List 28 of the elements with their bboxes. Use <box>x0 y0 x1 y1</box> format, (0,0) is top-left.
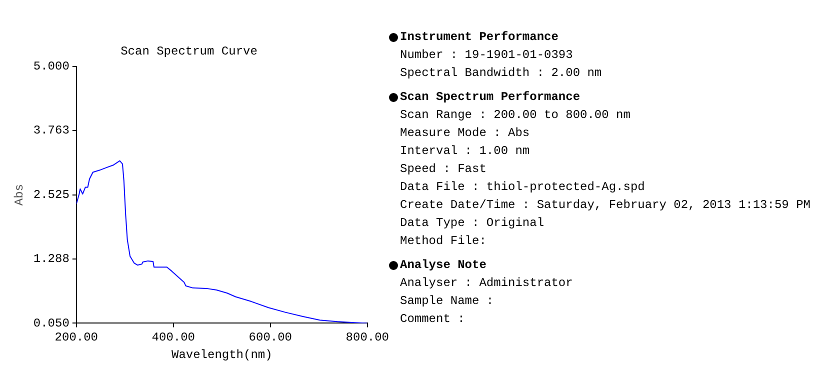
text: Number : 19-1901-01-0393 <box>399 47 574 64</box>
text: Data Type : Original <box>399 215 546 232</box>
x-tick-label: 600.00 <box>248 330 292 345</box>
x-tick-label: 200.00 <box>54 330 98 345</box>
text: Create Date/Time : Saturday, February 02, 2013 1:13:59 PM <box>399 197 810 214</box>
text: Speed : Fast <box>399 161 488 178</box>
text: Scan Spectrum Performance <box>400 89 580 106</box>
text: Scan Range : 200.00 to 800.00 nm <box>399 107 632 124</box>
text: Method File: <box>399 233 488 250</box>
y-tick-label: 1.288 <box>33 252 70 266</box>
x-tick-label: 800.00 <box>346 330 390 345</box>
x-tick-label: 400.00 <box>152 330 196 345</box>
text: Sample Name : <box>399 293 495 310</box>
y-tick-label: 0.050 <box>33 316 70 330</box>
x-axis-title: Wavelength(nm) <box>171 348 272 362</box>
text: Data File : thiol-protected-Ag.spd <box>399 179 646 196</box>
y-tick-label: 2.525 <box>33 188 70 202</box>
y-tick-label: 5.000 <box>33 60 70 74</box>
text: Measure Mode : Abs <box>399 125 531 142</box>
text: Comment : <box>399 311 466 328</box>
text: Interval : 1.00 nm <box>399 143 531 160</box>
chart-title: Scan Spectrum Curve <box>120 44 258 58</box>
text: Spectral Bandwidth : 2.00 nm <box>399 65 603 82</box>
y-tick-label: 3.763 <box>33 124 70 138</box>
text: Instrument Performance <box>400 29 558 46</box>
y-axis-title: Abs <box>12 184 26 206</box>
text: Analyse Note <box>400 257 486 274</box>
text: Analyser : Administrator <box>399 275 574 292</box>
